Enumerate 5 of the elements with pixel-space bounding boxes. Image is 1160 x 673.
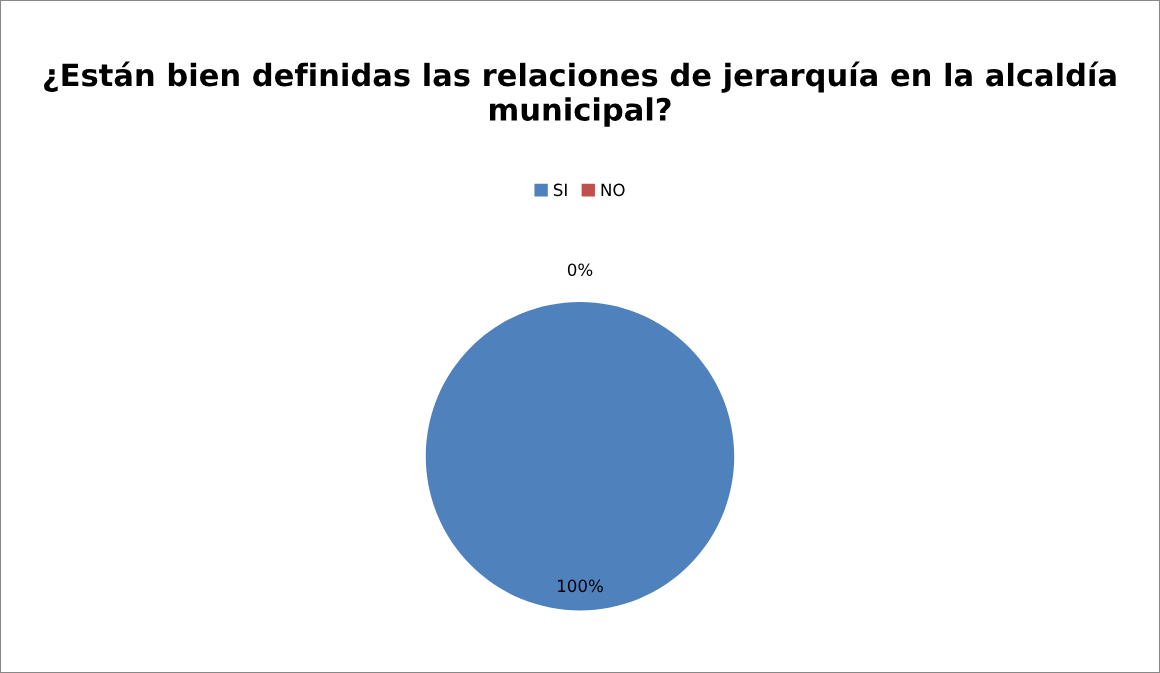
legend-label: NO [601,183,625,197]
text: 0% [567,263,593,276]
chart-title: ¿Están bien definidas las relaciones de jerarquía en la alcaldía municipal? [44,61,1116,127]
legend-label: SI [553,183,567,197]
data-label: 100% [558,579,603,593]
